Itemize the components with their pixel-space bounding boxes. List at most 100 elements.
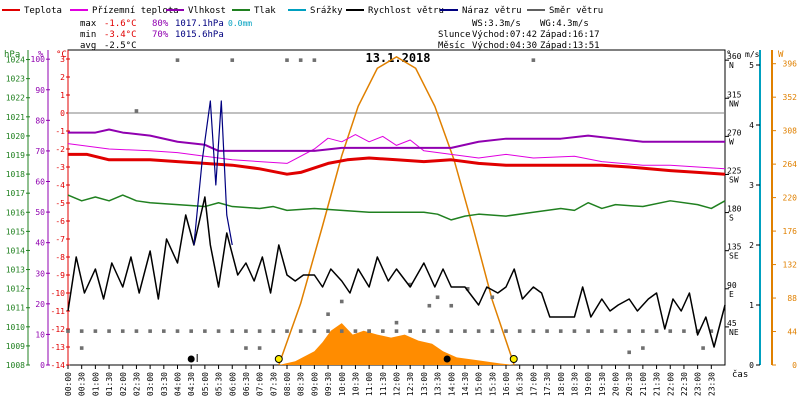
- wind-direction-point: [613, 329, 618, 333]
- wind-direction-point: [230, 329, 235, 333]
- wind-direction-point: [476, 329, 481, 333]
- wind-direction-point: [531, 58, 536, 62]
- wind-direction-point: [641, 346, 645, 350]
- wind-dir-tick-label: 45: [727, 319, 737, 328]
- wind-dir-tick-label: 225: [727, 166, 742, 175]
- temperature-tick-label: 1: [60, 91, 65, 100]
- wind-direction-point: [435, 329, 440, 333]
- unit-w: W: [778, 50, 784, 60]
- wind-direction-point: [381, 329, 385, 333]
- wind-direction-point: [531, 329, 536, 333]
- wind-direction-point: [285, 329, 289, 333]
- wind-direction-point: [312, 329, 317, 333]
- unit-ms: m/s: [745, 50, 760, 59]
- x-tick-label: 01:00: [91, 372, 100, 396]
- wind-direction-point: [326, 312, 330, 316]
- x-tick-label: 15:00: [475, 372, 484, 396]
- x-tick-label: 11:30: [379, 372, 388, 396]
- wind-direction-point: [408, 329, 412, 333]
- pressure-tick-label: 1008: [6, 361, 25, 370]
- x-tick-label: 14:00: [447, 372, 456, 396]
- sunrise-text: Východ:07:42: [472, 30, 537, 40]
- stats-block: max -1.6°C 80% 1017.1hPa 0.0mm min -3.4°…: [80, 19, 252, 51]
- wind-dir-compass-label: E: [729, 290, 734, 299]
- plot-frame: [67, 49, 726, 366]
- wind-direction-point: [422, 329, 426, 333]
- moonrise-marker: [187, 355, 195, 363]
- wind-gust-info: WG:4.3m/s: [540, 19, 589, 29]
- x-tick-label: 17:30: [543, 372, 552, 396]
- wind-speed-tick-label: 5: [749, 61, 754, 70]
- x-tick-label: 06:00: [228, 372, 237, 396]
- wind-direction-point: [490, 329, 495, 333]
- humidity-tick-label: 70: [35, 147, 45, 156]
- pressure-tick-label: 1017: [6, 189, 25, 198]
- sunrise-marker: [274, 355, 283, 363]
- wind-direction-point: [134, 109, 139, 113]
- temperature-tick-label: -4: [55, 181, 65, 190]
- solar-tick-label: 308: [783, 127, 798, 136]
- wind-direction-point: [66, 329, 70, 333]
- axes: 1008100910101011101210131014101510161017…: [6, 49, 798, 396]
- stats-min-label: min: [80, 30, 96, 40]
- x-tick-label: 10:30: [351, 372, 360, 396]
- x-tick-label: 15:30: [488, 372, 497, 396]
- solar-tick-label: 0: [792, 361, 797, 370]
- stats-max-temp: -1.6°C: [104, 19, 137, 29]
- series-line: [67, 196, 726, 348]
- temperature-tick-label: -2: [55, 145, 65, 154]
- legend: Teplota Přízemní teplota Vlhkost Tlak Srážky…: [2, 6, 603, 16]
- x-tick-label: 05:30: [215, 372, 224, 396]
- temperature-tick-label: 3: [60, 55, 65, 64]
- wind-direction-point: [641, 329, 645, 333]
- solar-theoretical-line: [278, 55, 515, 366]
- temperature-tick-label: -9: [55, 271, 65, 280]
- moonset-text: Západ:13:51: [540, 41, 600, 51]
- wind-dir-compass-label: SW: [729, 175, 739, 184]
- wind-direction-point: [367, 329, 371, 333]
- x-tick-label: 13:30: [434, 372, 443, 396]
- moonset-marker: [443, 355, 451, 363]
- pressure-tick-label: 1015: [6, 227, 25, 236]
- x-tick-label: 16:00: [502, 372, 511, 396]
- sunset-marker: [509, 355, 518, 363]
- wind-direction-point: [394, 329, 399, 333]
- legend-label: Srážky: [310, 6, 343, 16]
- stats-avg-temp: -2.5°C: [104, 41, 137, 51]
- solar-tick-label: 352: [783, 93, 798, 102]
- wind-direction-point: [134, 329, 139, 333]
- wind-direction-point: [298, 329, 303, 333]
- temperature-tick-label: -12: [51, 325, 66, 334]
- x-tick-label: 02:00: [119, 372, 128, 396]
- legend-label: Rychlost větru: [368, 6, 444, 16]
- solar-tick-label: 88: [787, 294, 797, 303]
- wind-direction-point: [701, 346, 705, 350]
- wind-dir-compass-label: NW: [729, 99, 739, 108]
- stats-min-temp: -3.4°C: [104, 30, 137, 40]
- wind-direction-point: [449, 303, 454, 308]
- wind-dir-tick-label: 315: [727, 90, 742, 99]
- stats-min-press: 1015.6hPa: [175, 30, 224, 40]
- wind-direction-point: [244, 346, 248, 350]
- temperature-tick-label: -10: [51, 289, 66, 298]
- wind-direction-point: [353, 329, 358, 333]
- x-tick-label: 21:30: [653, 372, 662, 396]
- wind-dir-tick-label: 135: [727, 243, 742, 252]
- stats-max-label: max: [80, 19, 97, 29]
- series-line: [68, 152, 726, 176]
- legend-label: Náraz větru: [462, 6, 522, 16]
- wind-direction-point: [490, 295, 495, 300]
- solar-tick-label: 132: [783, 261, 798, 270]
- series-line: [68, 128, 725, 152]
- wind-direction-point: [427, 303, 432, 308]
- x-tick-label: 05:00: [201, 372, 210, 396]
- axis-unit-labels: hPa % °C ° m/s W čas: [4, 50, 784, 380]
- x-tick-label: 22:30: [680, 372, 689, 396]
- x-tick-label: 03:30: [160, 372, 169, 396]
- wind-direction-point: [93, 329, 98, 333]
- wind-direction-point: [627, 350, 631, 355]
- pressure-tick-label: 1014: [6, 246, 25, 255]
- humidity-tick-label: 60: [35, 178, 45, 187]
- wind-direction-point: [148, 329, 152, 333]
